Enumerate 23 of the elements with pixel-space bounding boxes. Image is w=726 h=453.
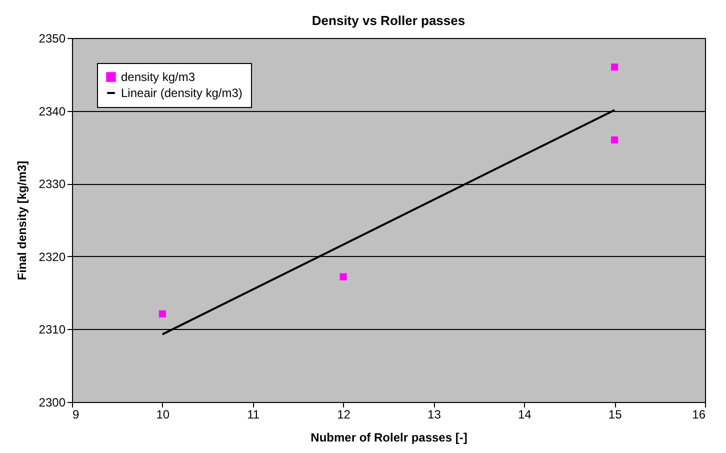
point: [158, 310, 166, 318]
x-tick-label: 16: [692, 408, 706, 422]
y-tick-label: 2340: [38, 104, 66, 118]
x-tick-label: 10: [156, 408, 170, 422]
x-tick-label: 9: [72, 408, 80, 422]
y-tick-label: 2320: [38, 250, 66, 264]
x-tick-label: 11: [247, 408, 260, 422]
point: [611, 64, 618, 71]
chart-title: Density vs Roller passes: [312, 13, 466, 28]
x-tick-label: 15: [608, 408, 622, 422]
point: [340, 273, 347, 280]
x-axis-title: Nubmer of Rolelr passes [-]: [310, 430, 468, 444]
legend-label: Lineair (density kg/m3): [121, 86, 242, 100]
point: [611, 136, 618, 144]
y-axis-title: Final density [kg/m3]: [14, 160, 29, 280]
x-tick-label: 12: [337, 408, 351, 422]
y-tick-label: 2300: [38, 396, 66, 410]
x-tick-label: 14: [518, 408, 532, 422]
legend-label: density kg/m3: [121, 70, 196, 84]
y-tick-label: 2330: [38, 177, 66, 192]
y-tick-label: 2310: [38, 322, 66, 337]
x-tick-label: 13: [428, 408, 442, 422]
y-tick-label: 2350: [38, 32, 66, 46]
